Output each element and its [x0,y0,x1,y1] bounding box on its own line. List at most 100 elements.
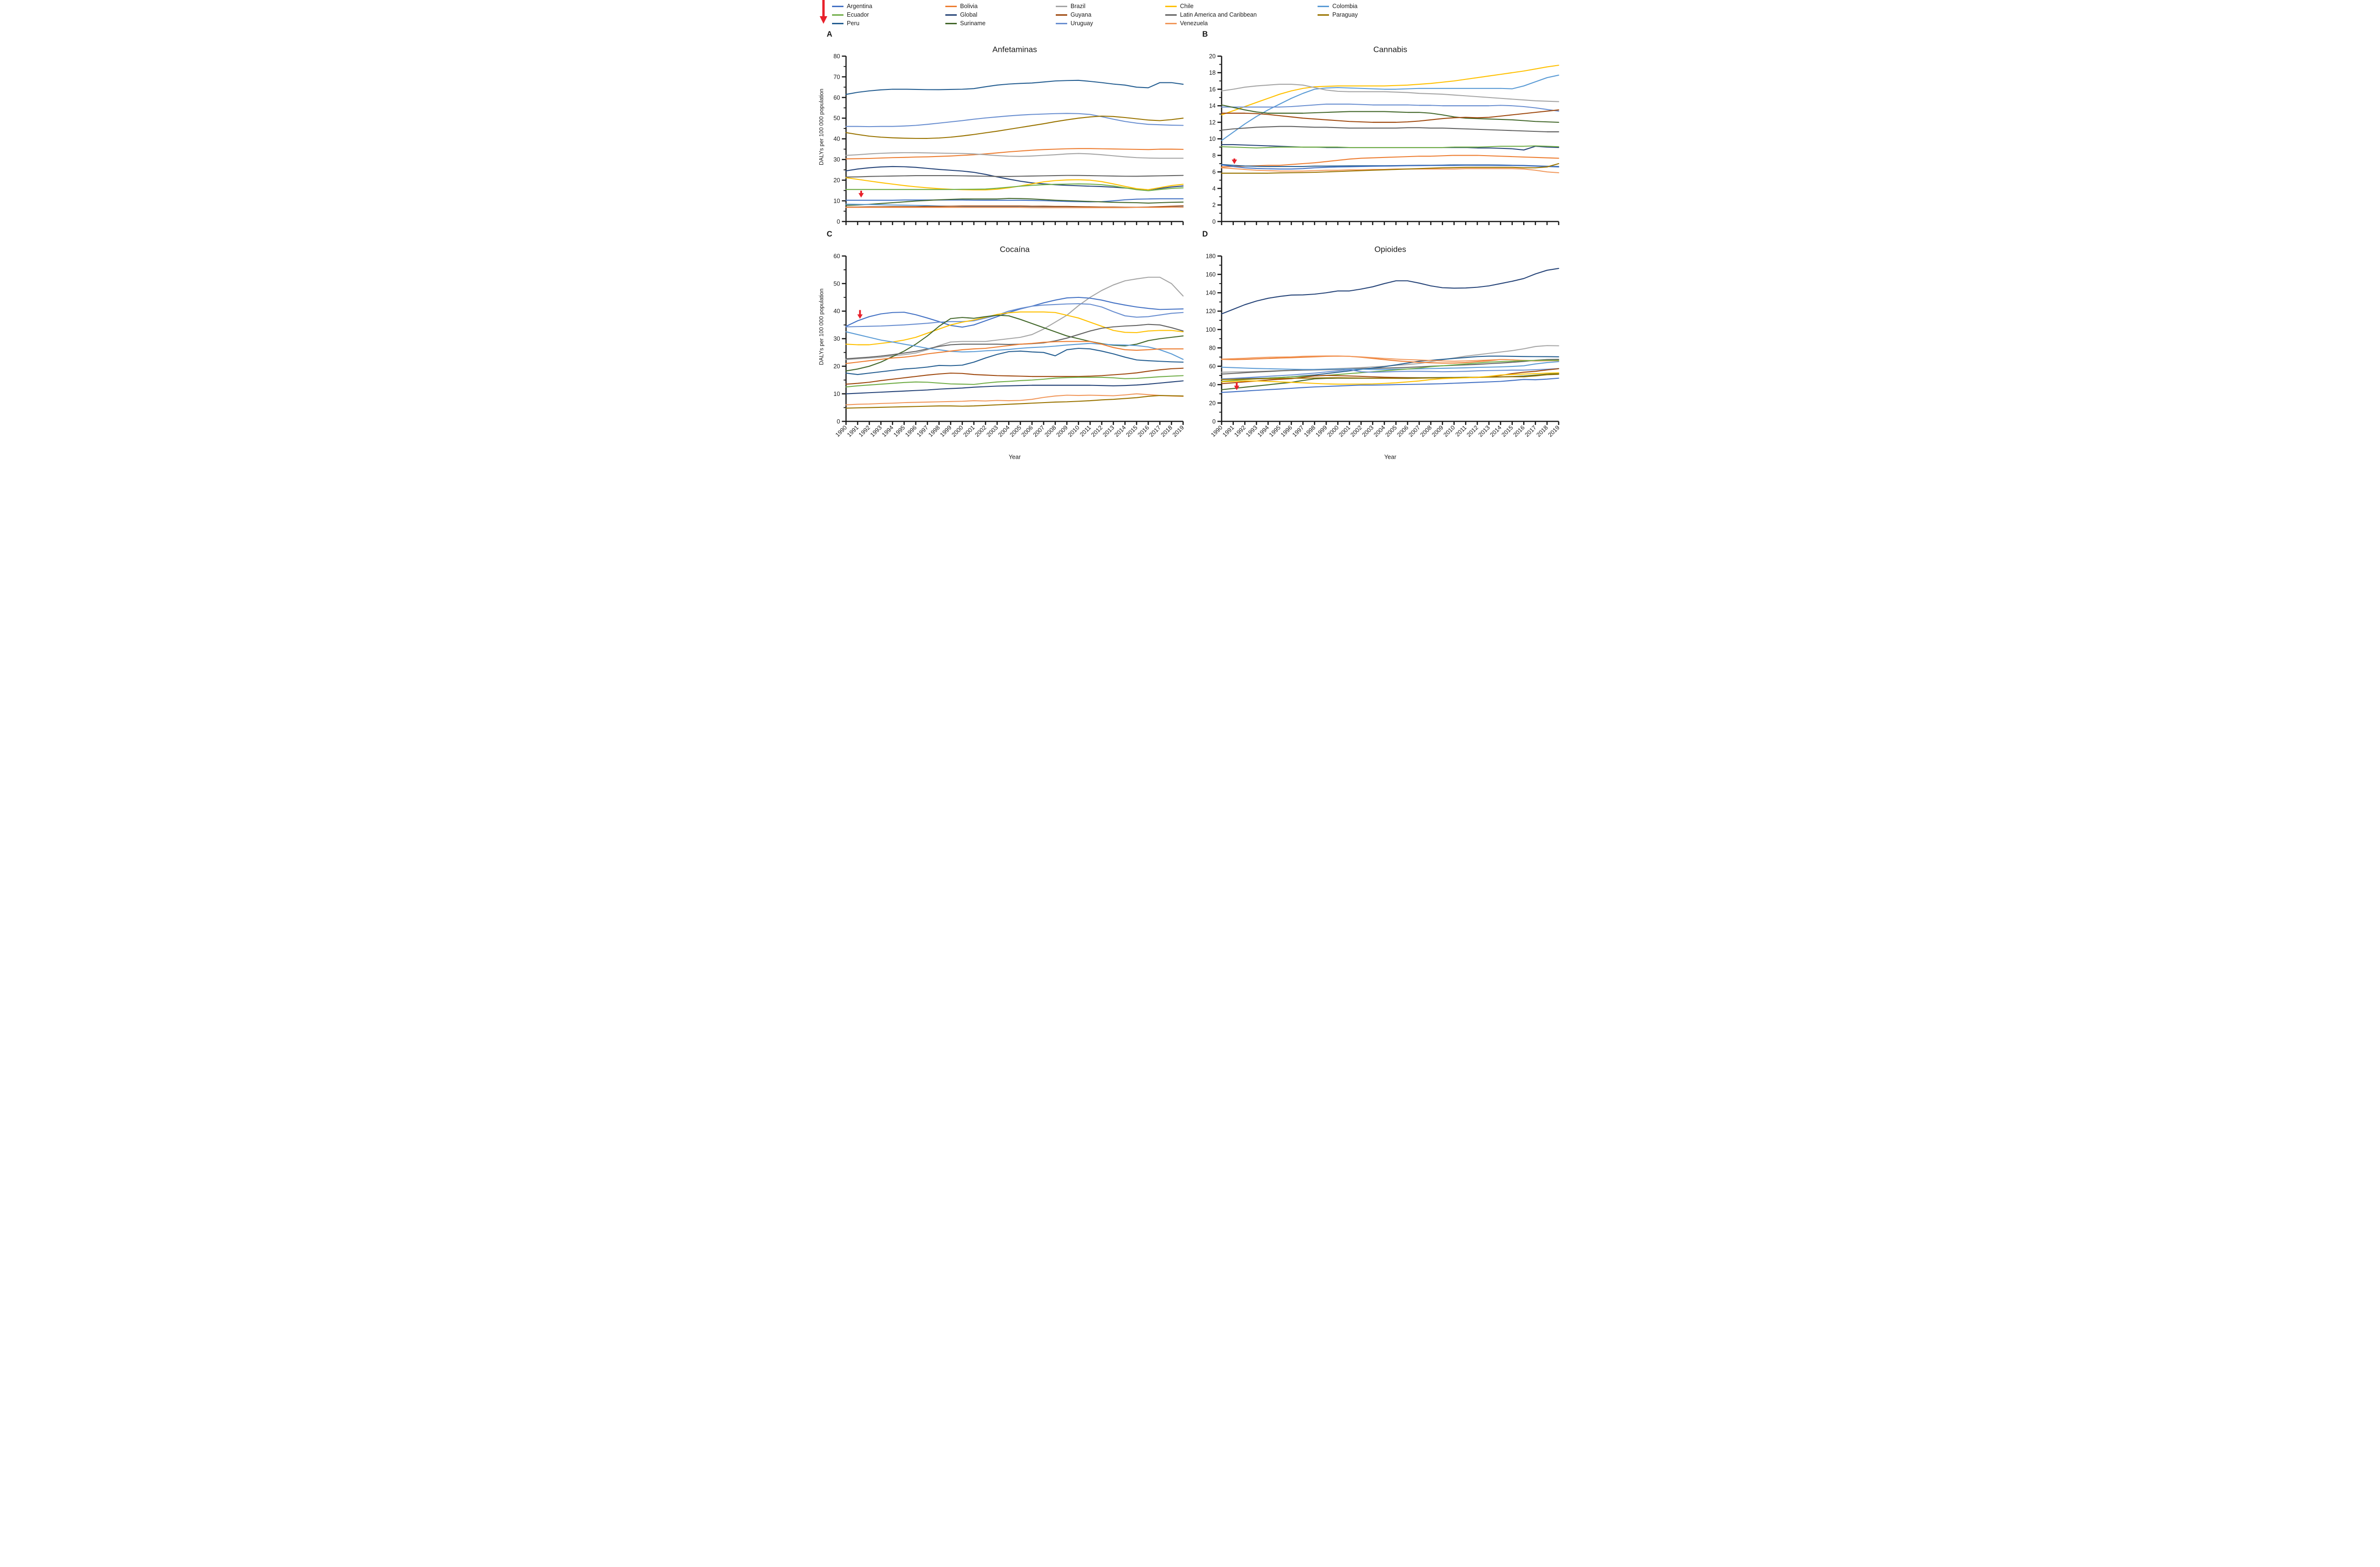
y-tick-label: 60 [833,94,840,101]
chart-title: Opioides [1374,245,1406,254]
plot-area: 0102030405060199019911992199319941995199… [833,253,1185,438]
legend-item-uruguay: Uruguay [1056,20,1093,27]
x-tick-label: 2016 [1512,424,1526,438]
series-line-venezuela [845,393,1184,405]
legend-swatch [945,5,957,7]
series-line-latin-america-and-caribbean [845,324,1184,360]
panel-cocaina: C Cocaína DALYs per 100 000 population 0… [818,227,1187,463]
x-tick-label: 1993 [869,424,883,438]
series-line-guyana [1221,109,1559,123]
y-tick-label: 180 [1206,253,1216,259]
series-line-chile [1221,372,1559,385]
x-tick-label: 2019 [1171,424,1186,438]
y-tick-label: 20 [833,177,840,184]
x-tick-label: 2006 [1020,424,1034,438]
x-tick-label: 2003 [1361,424,1375,438]
y-tick-label: 20 [833,363,840,370]
y-tick-label: 10 [1209,136,1216,142]
y-tick-label: 60 [833,253,840,259]
legend-item-peru: Peru [832,20,873,27]
x-tick-label: 2007 [1032,424,1046,438]
red-down-arrow-icon [820,0,827,24]
series-line-chile [845,311,1184,345]
series-line-uruguay [845,113,1184,128]
y-tick-label: 6 [1212,169,1216,176]
panel-letter: D [1202,230,1208,238]
y-tick-label: 40 [833,136,840,142]
x-tick-label: 2011 [1079,424,1092,438]
x-tick-label: 2012 [1466,424,1480,438]
red-down-arrow-head [1231,159,1237,164]
x-tick-label: 1996 [1279,424,1294,438]
legend-item-brazil: Brazil [1056,3,1093,10]
y-tick-label: 20 [1209,400,1216,406]
series-line-latin-america-and-caribbean [845,175,1184,178]
legend-swatch [832,22,843,24]
x-tick-label: 1998 [1303,424,1317,438]
legend-item-global: Global [945,11,983,18]
chart-cannabis: B Cannabis 0 2 4 6 8 10 12 14 16 18 20 [1202,30,1559,225]
x-tick-label: 2017 [1524,424,1538,438]
x-tick-label: 1998 [927,424,942,438]
series-line-paraguay [845,395,1184,409]
legend-swatch [945,22,957,24]
y-tick-label: 10 [833,391,840,397]
x-tick-label: 1990 [834,424,848,438]
y-tick-label: 14 [1209,103,1216,109]
y-tick-label: 2 [1212,202,1216,208]
x-tick-label: 2009 [1055,424,1069,438]
y-tick-label: 0 [1212,218,1216,225]
legend-label: Venezuela [1180,20,1208,27]
x-tick-label: 2002 [1349,424,1363,438]
y-tick-label: 0 [1212,418,1216,425]
legend-item-colombia: Colombia [1318,3,1375,10]
x-tick-label: 2009 [1430,424,1445,438]
y-tick-label: 30 [833,335,840,342]
legend-label: Bolivia [960,3,978,10]
legend-label: Ecuador [847,11,869,18]
y-axis-title: DALYs per 100 000 population [818,288,824,365]
x-tick-label: 2008 [1043,424,1058,438]
y-tick-label: 12 [1209,119,1216,126]
legend-swatch [1318,5,1329,7]
y-tick-label: 100 [1206,326,1216,333]
x-tick-label: 2012 [1090,424,1104,438]
legend-label: Chile [1180,3,1194,10]
plot-area: 0 10 20 30 40 50 60 70 80 [833,53,1184,225]
red-down-arrow-head [858,193,864,198]
series-line-ecuador [845,183,1184,191]
series-line-ecuador [1221,360,1559,382]
series-line-latin-america-and-caribbean [1221,359,1559,375]
series-line-bolivia [845,148,1184,159]
x-tick-label: 1996 [904,424,918,438]
legend-swatch [1165,5,1177,7]
series-line-paraguay [1221,163,1559,174]
y-axis-title: DALYs per 100 000 population [818,89,824,165]
panel-letter: C [827,230,833,238]
legend-item-suriname: Suriname [945,20,986,27]
chart-title: Cannabis [1373,45,1407,54]
legend-swatch [1165,14,1177,16]
x-tick-label: 2008 [1419,424,1433,438]
y-tick-label: 18 [1209,69,1216,76]
x-tick-label: 1991 [846,424,860,438]
y-tick-label: 4 [1212,185,1216,192]
chart-title: Anfetaminas [992,45,1037,54]
plot-area: 0 2 4 6 8 10 12 14 16 18 20 [1209,53,1559,225]
x-tick-label: 2005 [1009,424,1023,438]
x-tick-label: 2018 [1160,424,1174,438]
series-line-bolivia [1221,155,1559,168]
y-tick-label: 20 [1209,53,1216,59]
y-tick-label: 120 [1206,308,1216,315]
x-tick-label: 2004 [1372,424,1387,438]
series-line-guyana [845,367,1184,385]
x-tick-label: 2005 [1384,424,1398,438]
x-tick-label: 2006 [1396,424,1410,438]
x-tick-label: 1997 [1291,424,1305,438]
y-tick-label: 8 [1212,152,1216,159]
legend-swatch [1056,5,1067,7]
x-tick-label: 2013 [1101,424,1116,438]
y-tick-label: 40 [1209,382,1216,388]
x-tick-label: 2010 [1442,424,1457,438]
y-tick-label: 60 [1209,363,1216,370]
